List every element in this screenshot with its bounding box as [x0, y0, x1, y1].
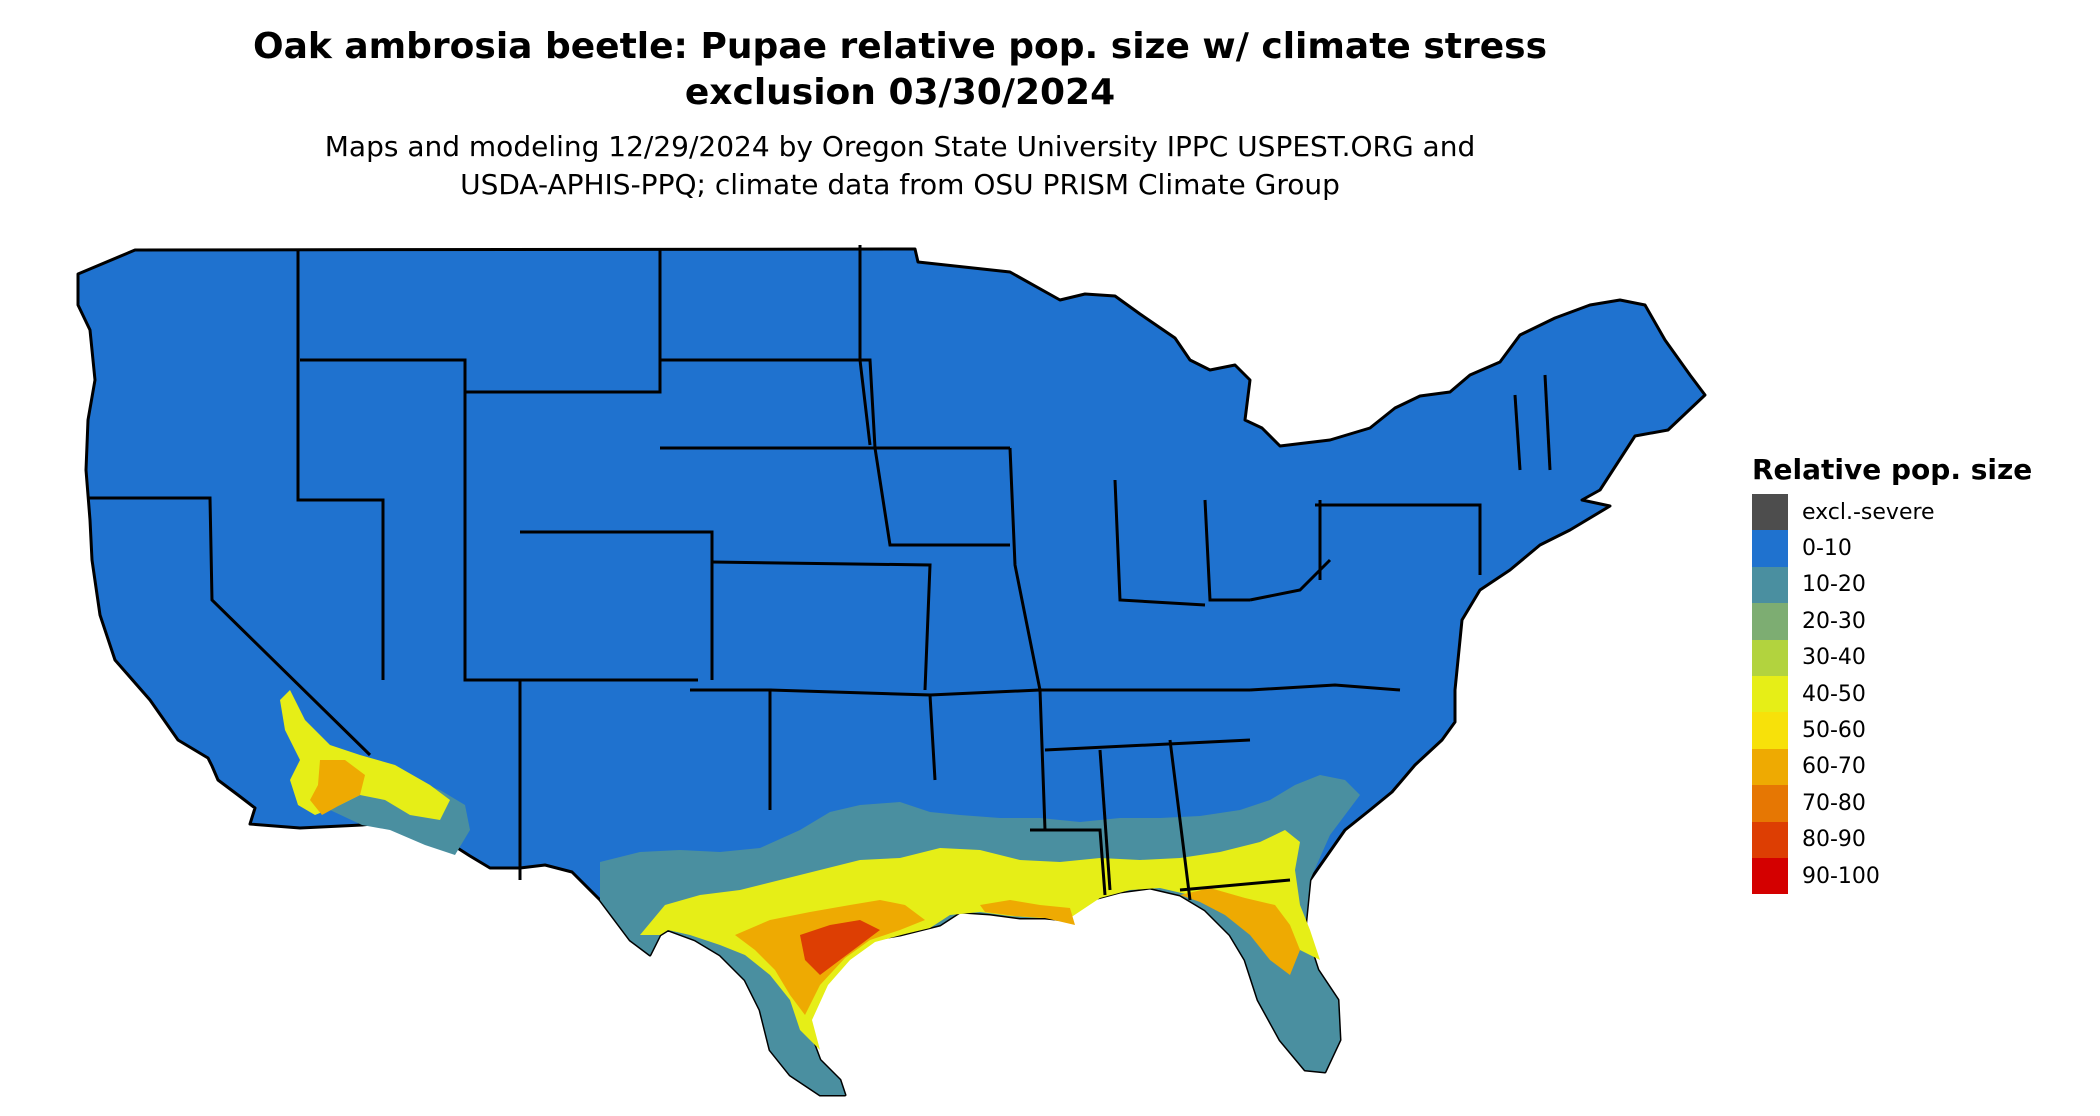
legend-item: 70-80	[1752, 785, 2032, 822]
zone-60-70	[735, 888, 1300, 1015]
legend-label: 80-90	[1802, 827, 1866, 853]
zone-sw-60-70	[310, 760, 365, 815]
legend: Relative pop. size excl.-severe 0-10 10-20…	[1752, 452, 2033, 895]
legend-item: 30-40	[1752, 639, 2032, 676]
title-line-2: exclusion 03/30/2024	[684, 72, 1116, 113]
legend-item: 90-100	[1752, 857, 2032, 895]
legend-swatch	[1752, 712, 1788, 749]
map-title: Oak ambrosia beetle: Pupae relative pop.…	[0, 24, 1800, 116]
legend-label: 60-70	[1802, 754, 1866, 780]
legend-item: 40-50	[1752, 675, 2032, 713]
legend-swatch	[1752, 821, 1788, 858]
legend-item: 20-30	[1752, 603, 2032, 640]
legend-label: 10-20	[1802, 572, 1866, 598]
us-landmass	[76, 247, 1707, 1097]
legend-item: 80-90	[1752, 821, 2032, 858]
legend-item: 10-20	[1752, 566, 2032, 604]
map-subtitle: Maps and modeling 12/29/2024 by Oregon S…	[0, 128, 1800, 204]
subtitle-line-1: Maps and modeling 12/29/2024 by Oregon S…	[324, 130, 1476, 163]
legend-swatch	[1752, 748, 1788, 786]
legend-label: 50-60	[1802, 718, 1866, 744]
legend-swatch	[1752, 530, 1788, 567]
zone-80-90	[800, 920, 880, 975]
legend-label: 40-50	[1802, 681, 1866, 707]
legend-items: excl.-severe 0-10 10-20 20-30 30-40 40-50 50-6…	[1752, 494, 2032, 895]
legend-swatch	[1752, 857, 1788, 895]
legend-label: 20-30	[1802, 608, 1866, 634]
title-line-1: Oak ambrosia beetle: Pupae relative pop.…	[252, 26, 1548, 67]
legend-label: 0-10	[1802, 536, 1852, 562]
legend-swatch	[1752, 566, 1788, 604]
legend-label: 70-80	[1802, 790, 1866, 816]
legend-item: 0-10	[1752, 530, 2032, 567]
legend-swatch	[1752, 639, 1788, 676]
zone-10-20	[600, 775, 1360, 1095]
state-borders	[88, 245, 1552, 901]
legend-item: 60-70	[1752, 748, 2032, 786]
legend-title: Relative pop. size	[1752, 453, 2033, 486]
subtitle-line-2: USDA-APHIS-PPQ; climate data from OSU PR…	[460, 168, 1340, 201]
legend-swatch	[1752, 603, 1788, 640]
legend-label: 30-40	[1802, 645, 1866, 671]
legend-swatch	[1752, 785, 1788, 822]
legend-swatch	[1752, 494, 1788, 531]
legend-item: excl.-severe	[1752, 494, 2032, 531]
legend-item: 50-60	[1752, 712, 2032, 749]
legend-swatch	[1752, 675, 1788, 713]
legend-label: 90-100	[1802, 863, 1880, 889]
legend-label: excl.-severe	[1802, 499, 1935, 525]
